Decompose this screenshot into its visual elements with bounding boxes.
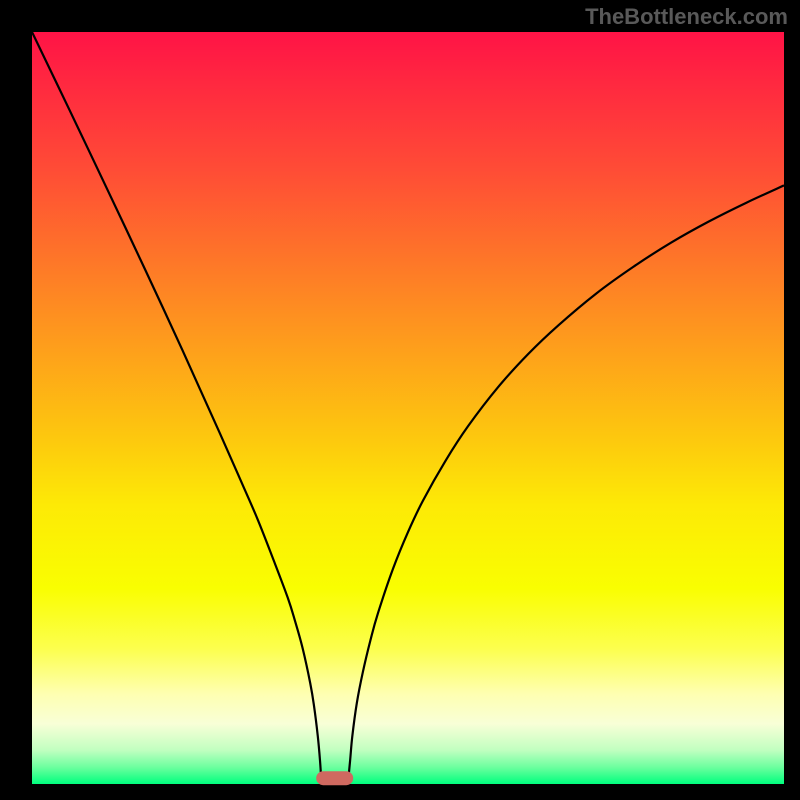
chart-canvas: { "watermark": { "text": "TheBottleneck.…: [0, 0, 800, 800]
left-curve: [32, 32, 322, 784]
right-curve: [348, 185, 784, 784]
trough-marker: [316, 771, 354, 785]
plot-area: [32, 32, 784, 784]
curve-overlay: [32, 32, 784, 784]
watermark-text: TheBottleneck.com: [585, 4, 788, 30]
